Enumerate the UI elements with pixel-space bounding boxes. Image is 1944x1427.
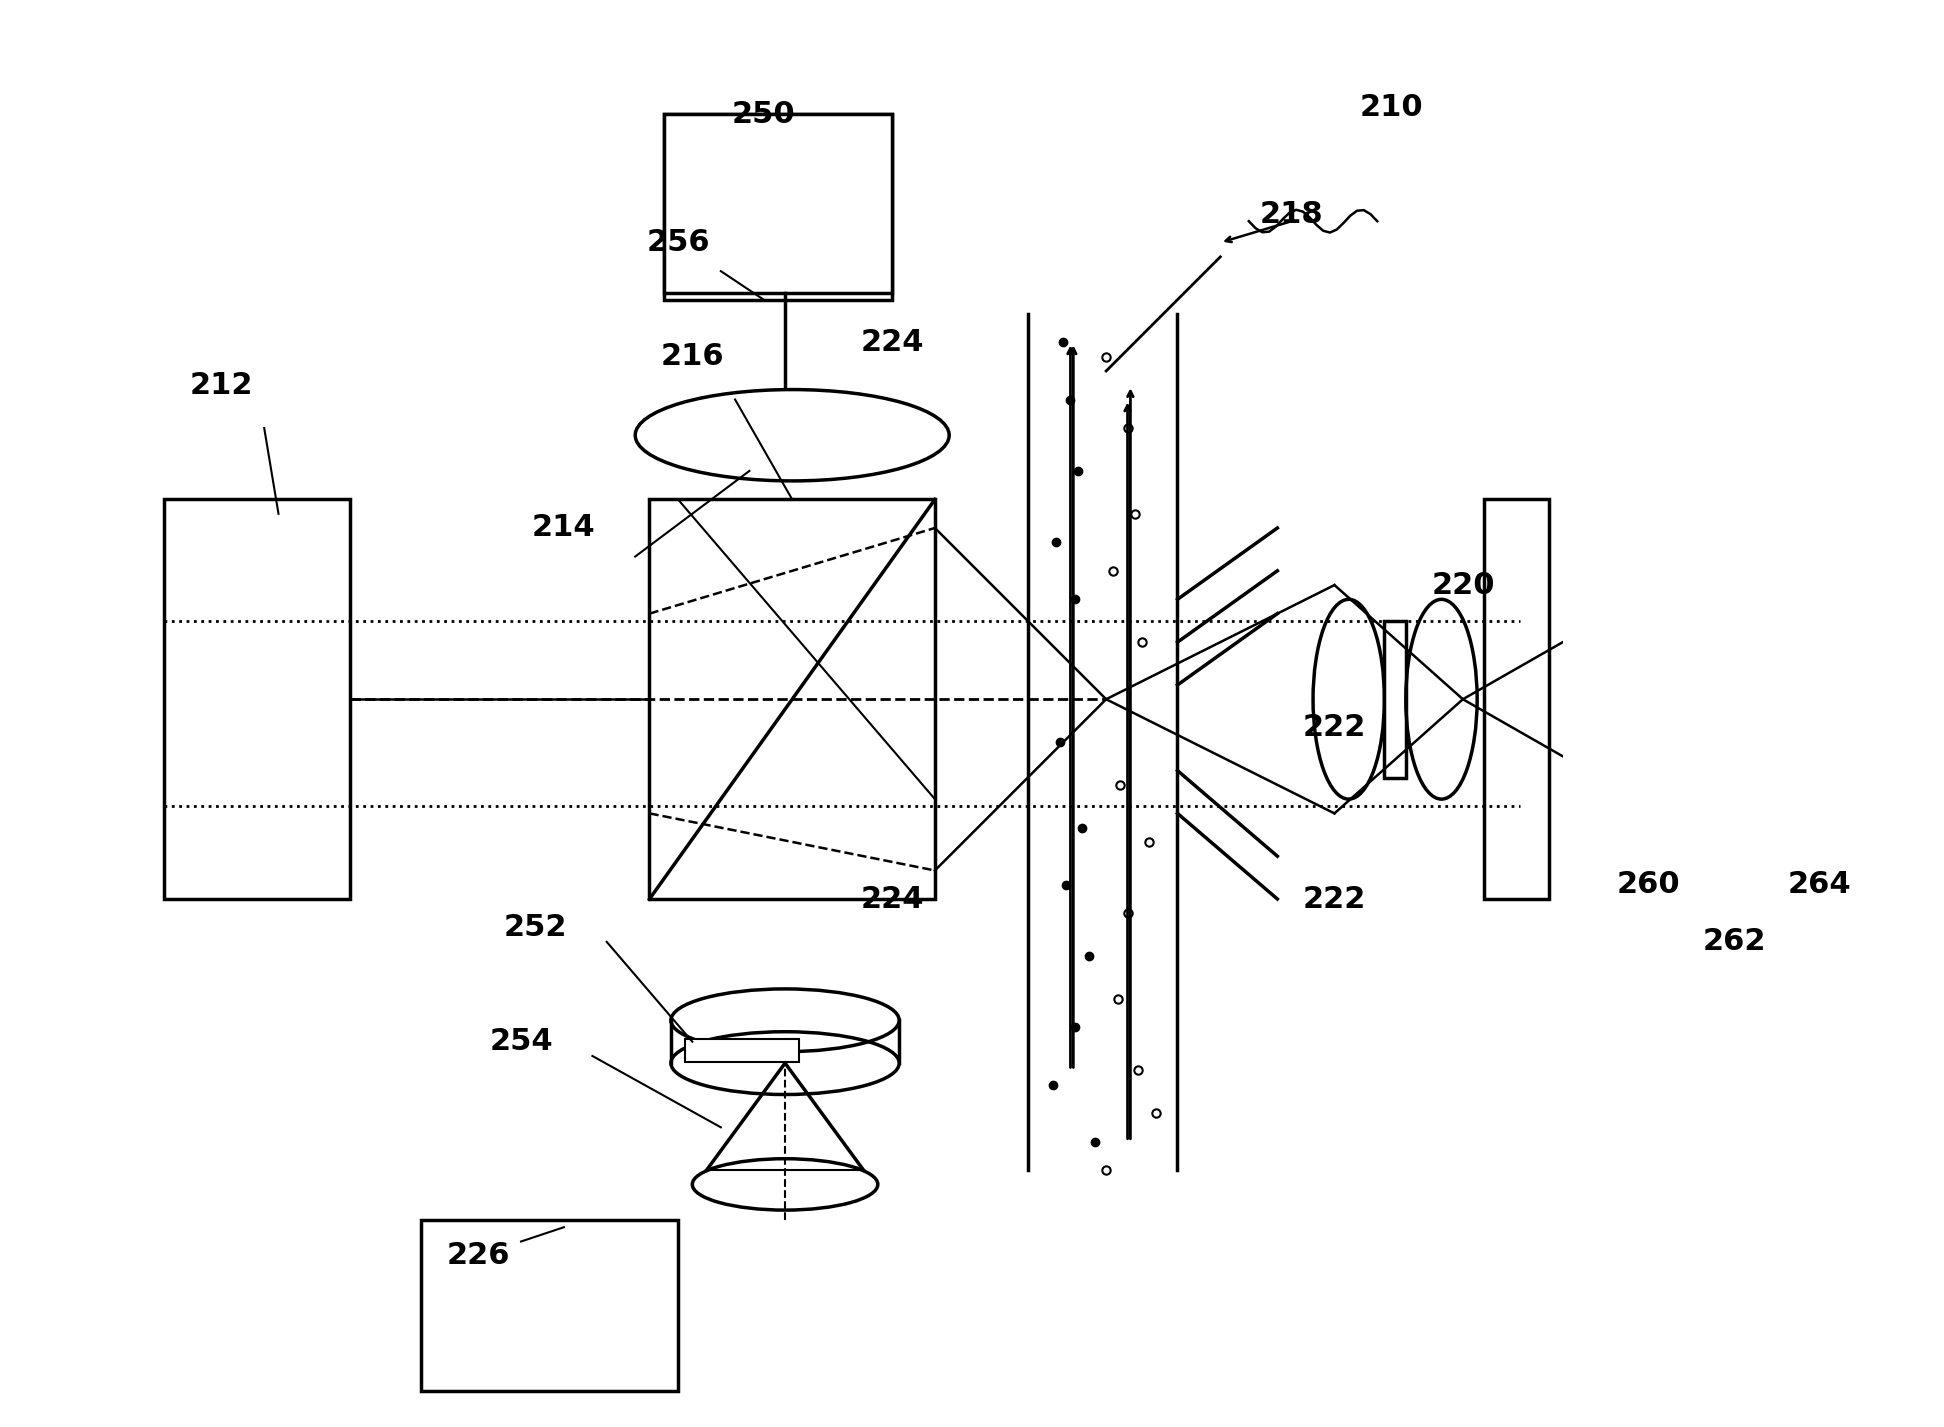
Text: 250: 250 (731, 100, 795, 128)
Text: 252: 252 (503, 913, 568, 942)
Text: 214: 214 (533, 514, 595, 542)
Text: 254: 254 (490, 1027, 552, 1056)
Bar (1384, 621, 1406, 778)
Bar (663, 114, 892, 293)
Text: 256: 256 (645, 228, 710, 257)
Text: 222: 222 (1302, 885, 1367, 913)
Text: 224: 224 (861, 328, 923, 357)
Text: 224: 224 (861, 885, 923, 913)
Bar (1485, 499, 1549, 899)
Text: 212: 212 (191, 371, 253, 400)
Bar (649, 499, 935, 899)
Text: 216: 216 (661, 342, 723, 371)
Text: 264: 264 (1788, 870, 1851, 899)
Text: 210: 210 (1359, 93, 1423, 121)
Bar (684, 1039, 799, 1062)
Text: 260: 260 (1617, 870, 1680, 899)
Bar (663, 114, 892, 300)
Bar (422, 1220, 678, 1391)
Text: 218: 218 (1260, 200, 1324, 228)
Text: 226: 226 (447, 1241, 509, 1270)
Text: 222: 222 (1302, 714, 1367, 742)
Bar (165, 499, 350, 899)
Text: 220: 220 (1431, 571, 1495, 599)
Text: 262: 262 (1703, 928, 1765, 956)
